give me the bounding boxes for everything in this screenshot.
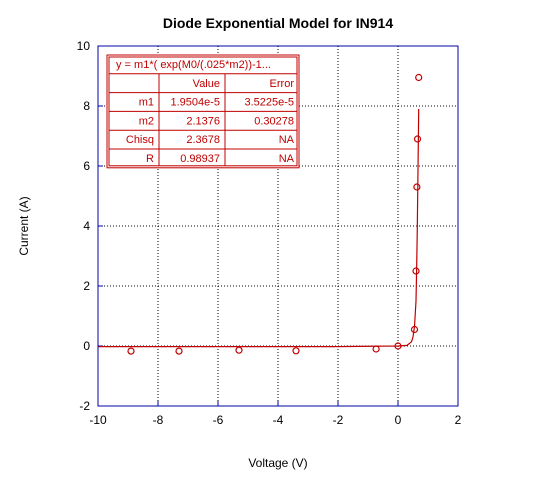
x-tick-label: -4 (273, 413, 284, 427)
x-tick-label: 2 (455, 413, 462, 427)
data-points (127, 73, 423, 355)
chart-title: Diode Exponential Model for IN914 (163, 15, 393, 31)
x-tick-label: 0 (395, 413, 402, 427)
y-tick-label: 8 (83, 99, 90, 113)
tick-labels: -10 -8 -6 -4 -2 0 2 -2 0 2 4 6 8 10 (77, 39, 462, 427)
y-tick-label: 0 (83, 339, 90, 353)
plot-area-frame (97, 45, 459, 407)
x-tick-label: -8 (153, 413, 164, 427)
fit-table-header-cell: Value (193, 78, 220, 90)
fit-table-cell: m1 (139, 97, 154, 109)
data-point (410, 325, 419, 334)
data-point (413, 183, 421, 191)
data-point (127, 347, 135, 355)
data-point (394, 342, 402, 350)
y-tick-label: 6 (83, 159, 90, 173)
fit-table-cell: 1.9504e-5 (170, 97, 220, 109)
data-point (372, 345, 380, 353)
x-tick-label: -6 (213, 413, 224, 427)
data-point (235, 346, 243, 354)
fit-table-cell: R (146, 153, 154, 165)
data-point (412, 267, 420, 275)
data-point (175, 347, 183, 355)
fit-table-header-cell: Error (270, 78, 295, 90)
fit-table-cell: 0.98937 (180, 153, 220, 165)
fit-table-cell: NA (279, 134, 295, 146)
data-point (292, 347, 300, 355)
x-axis-label: Voltage (V) (248, 456, 307, 470)
fit-table-cell: 0.30278 (254, 115, 294, 127)
fit-results-table: y = m1*( exp(M0/(.025*m2))-1... Value Erro… (106, 54, 300, 169)
y-tick-label: 2 (83, 279, 90, 293)
y-axis-label: Current (A) (17, 196, 31, 255)
data-point (413, 135, 422, 143)
fit-table-cell: m2 (139, 115, 154, 127)
x-tick-label: -10 (89, 413, 107, 427)
y-tick-label: 4 (83, 219, 90, 233)
fit-table-cell: 2.1376 (186, 115, 220, 127)
fit-equation: y = m1*( exp(M0/(.025*m2))-1... (116, 59, 271, 71)
y-tick-label: 10 (77, 39, 91, 53)
fit-table-cell: NA (279, 153, 295, 165)
data-point (415, 73, 423, 82)
fit-table-cell: 3.5225e-5 (244, 97, 294, 109)
fit-table-cell: Chisq (126, 134, 154, 146)
fit-table-cell: 2.3678 (186, 134, 220, 146)
x-tick-label: -2 (333, 413, 344, 427)
y-tick-label: -2 (79, 399, 90, 413)
